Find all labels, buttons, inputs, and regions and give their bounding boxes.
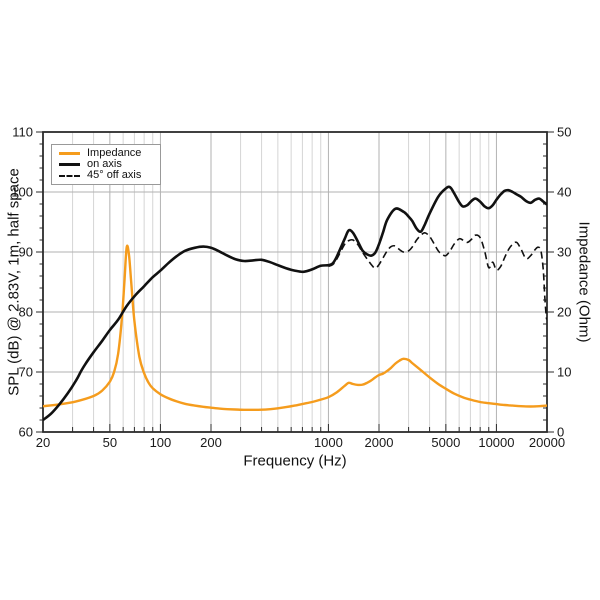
y-left-tick-label: 110: [12, 125, 33, 140]
tick-labels: 20 50 100 200 1000 2000 5000 10000 2000060708090…: [11, 125, 571, 451]
y-left-tick-label: 100: [11, 185, 33, 200]
x-tick-label: 1000: [314, 435, 343, 450]
x-tick-label: 5000: [431, 435, 460, 450]
black-dashed-line-swatch: [59, 174, 80, 177]
black-solid-line-swatch: [59, 163, 80, 166]
x-tick-label: 10000: [478, 435, 514, 450]
series-on-axis: [43, 185, 547, 422]
y-right-tick-label: 50: [557, 125, 571, 140]
y-right-tick-label: 30: [557, 245, 571, 260]
y-right-tick-label: 10: [557, 365, 571, 380]
y-axis-title-right: Impedance (Ohm): [575, 221, 593, 343]
plot-border: [42, 131, 548, 433]
x-tick-label: 50: [103, 435, 117, 450]
y-left-tick-label: 90: [19, 245, 33, 260]
chart-legend: Impedance on axis 45° off axis: [51, 144, 161, 185]
x-tick-label: 100: [150, 435, 172, 450]
y-right-tick-label: 20: [557, 305, 571, 320]
x-axis-title: Frequency (Hz): [243, 452, 347, 470]
x-tick-label: 20000: [529, 435, 565, 450]
y-right-tick-label: 40: [557, 185, 571, 200]
series-impedance: [43, 244, 547, 412]
x-tick-label: 20: [36, 435, 50, 450]
legend-label: Impedance: [87, 147, 142, 159]
legend-item-on-axis: on axis: [57, 159, 155, 170]
legend-item-45-off-axis: 45° off axis: [57, 170, 155, 181]
legend-label: on axis: [87, 158, 122, 170]
y-axis-title-left: SPL (dB) @ 2.83V, 1m, half space: [5, 168, 23, 396]
x-tick-label: 200: [200, 435, 222, 450]
legend-label: 45° off axis: [87, 169, 142, 181]
series-45-off-axis: [328, 231, 547, 321]
y-left-tick-label: 70: [19, 365, 33, 380]
y-right-tick-label: 0: [557, 425, 564, 440]
y-left-tick-label: 80: [19, 305, 33, 320]
x-tick-label: 2000: [365, 435, 394, 450]
series-group: [43, 185, 547, 422]
legend-item-impedance: Impedance: [57, 148, 155, 159]
y-left-tick-label: 60: [19, 425, 33, 440]
orange-solid-line-swatch: [59, 152, 80, 155]
